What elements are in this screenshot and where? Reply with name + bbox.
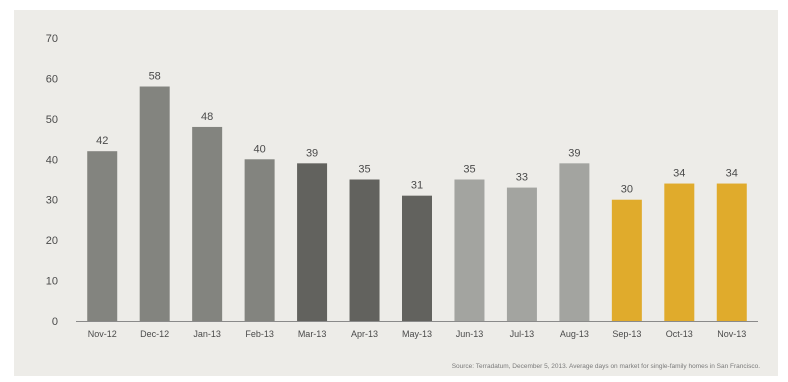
x-tick-label: Jan-13 [193, 329, 221, 339]
x-tick-label: Mar-13 [298, 329, 327, 339]
x-tick-label: Aug-13 [560, 329, 589, 339]
bar [611, 199, 642, 321]
x-tick-label: May-13 [402, 329, 432, 339]
bar-value-label: 35 [463, 164, 475, 176]
y-tick-label: 40 [46, 154, 58, 166]
bar [139, 86, 170, 321]
x-tick-label: Jun-13 [456, 329, 484, 339]
bar [349, 179, 380, 321]
y-tick-label: 0 [52, 316, 58, 328]
bar [192, 126, 223, 321]
x-tick-label: Dec-12 [140, 329, 169, 339]
x-tick-label: Sep-13 [612, 329, 641, 339]
bar [244, 159, 275, 321]
bar-chart: 0 10 20 30 40 50 60 70 42 58 48 40 39 35 31 35 33 39 30 34… [46, 33, 758, 339]
bar [297, 163, 328, 321]
bar [559, 163, 590, 321]
bar-value-label: 33 [516, 172, 528, 184]
bar-value-label: 30 [621, 184, 633, 196]
bar-value-label: 42 [96, 135, 108, 147]
y-axis-ticks: 0 10 20 30 40 50 60 70 [46, 33, 58, 328]
y-tick-label: 50 [46, 114, 58, 126]
bar-value-label: 34 [673, 168, 685, 180]
bar [87, 151, 118, 321]
y-tick-label: 20 [46, 235, 58, 247]
x-tick-label: Oct-13 [666, 329, 693, 339]
x-axis-labels: Nov-12 Dec-12 Jan-13 Feb-13 Mar-13 Apr-13 May-… [88, 329, 747, 339]
bar-value-label: 39 [306, 147, 318, 159]
y-tick-label: 30 [46, 195, 58, 207]
x-tick-label: Jul-13 [510, 329, 535, 339]
bar-value-label: 34 [726, 168, 738, 180]
x-tick-label: Apr-13 [351, 329, 378, 339]
y-tick-label: 70 [46, 33, 58, 45]
bar-value-label: 39 [568, 147, 580, 159]
y-tick-label: 60 [46, 73, 58, 85]
bar-value-label: 35 [358, 164, 370, 176]
bar-value-label: 40 [253, 143, 265, 155]
chart-panel: 0 10 20 30 40 50 60 70 42 58 48 40 39 35 31 35 33 39 30 34… [14, 10, 778, 376]
source-note: Source: Terradatum, December 5, 2013. Av… [451, 363, 760, 370]
bar-value-label: 31 [411, 180, 423, 192]
x-tick-label: Nov-12 [88, 329, 117, 339]
y-tick-label: 10 [46, 276, 58, 288]
bar-value-label: 58 [149, 71, 161, 83]
x-tick-label: Feb-13 [245, 329, 274, 339]
bar [454, 179, 485, 321]
value-labels: 42 58 48 40 39 35 31 35 33 39 30 34 34 [96, 71, 738, 196]
bars [87, 86, 747, 321]
bar [716, 183, 747, 321]
bar [506, 187, 537, 321]
x-tick-label: Nov-13 [717, 329, 746, 339]
bar [664, 183, 695, 321]
bar [402, 195, 432, 321]
bar-value-label: 48 [201, 111, 213, 123]
